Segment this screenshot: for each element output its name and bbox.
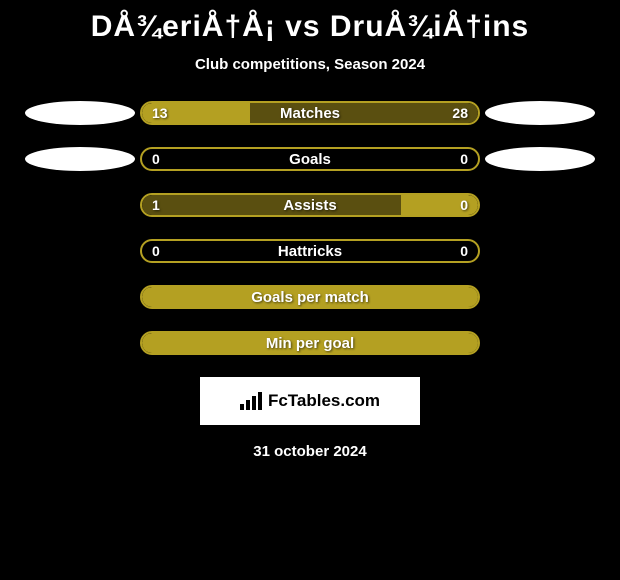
stat-row: 1 0 Assists — [0, 193, 620, 217]
footer-label: FcTables.com — [268, 391, 380, 411]
footer-date: 31 october 2024 — [0, 443, 620, 460]
stat-right-value: 0 — [460, 243, 468, 259]
stat-bar: 0 0 Goals — [140, 147, 480, 171]
stat-rows-container: 13 28 Matches 0 0 Goals 1 0 Assists 0 0 Hattricks Go… — [0, 101, 620, 355]
stat-label: Goals per match — [251, 289, 369, 306]
stat-label: Matches — [280, 105, 340, 122]
stat-label: Assists — [283, 197, 336, 214]
player-left-ellipse — [25, 147, 135, 171]
stat-bar: 13 28 Matches — [140, 101, 480, 125]
page-subtitle: Club competitions, Season 2024 — [0, 56, 620, 73]
stat-left-value: 0 — [152, 243, 160, 259]
stat-row: Min per goal — [0, 331, 620, 355]
bars-icon — [240, 392, 262, 410]
stat-row: Goals per match — [0, 285, 620, 309]
player-right-ellipse — [485, 101, 595, 125]
stat-left-value: 1 — [152, 197, 160, 213]
stat-row: 13 28 Matches — [0, 101, 620, 125]
stat-label: Goals — [289, 151, 331, 168]
stat-label: Min per goal — [266, 335, 354, 352]
stat-bar: Goals per match — [140, 285, 480, 309]
stat-left-value: 13 — [152, 105, 168, 121]
stat-right-value: 0 — [460, 151, 468, 167]
stat-label: Hattricks — [278, 243, 342, 260]
stat-bar: 0 0 Hattricks — [140, 239, 480, 263]
footer-branding: FcTables.com — [200, 377, 420, 425]
right-side — [480, 147, 600, 171]
stat-bar: 1 0 Assists — [140, 193, 480, 217]
stat-row: 0 0 Hattricks — [0, 239, 620, 263]
stat-right-value: 0 — [460, 197, 468, 213]
stat-row: 0 0 Goals — [0, 147, 620, 171]
stat-left-value: 0 — [152, 151, 160, 167]
right-side — [480, 101, 600, 125]
left-side — [20, 101, 140, 125]
stat-bar: Min per goal — [140, 331, 480, 355]
player-right-ellipse — [485, 147, 595, 171]
page-title: DÅ¾eriÅ†Å¡ vs DruÅ¾iÅ†ins — [0, 10, 620, 44]
left-side — [20, 147, 140, 171]
stat-right-value: 28 — [452, 105, 468, 121]
bar-left-fill — [142, 195, 401, 215]
player-left-ellipse — [25, 101, 135, 125]
comparison-infographic: DÅ¾eriÅ†Å¡ vs DruÅ¾iÅ†ins Club competiti… — [0, 0, 620, 470]
